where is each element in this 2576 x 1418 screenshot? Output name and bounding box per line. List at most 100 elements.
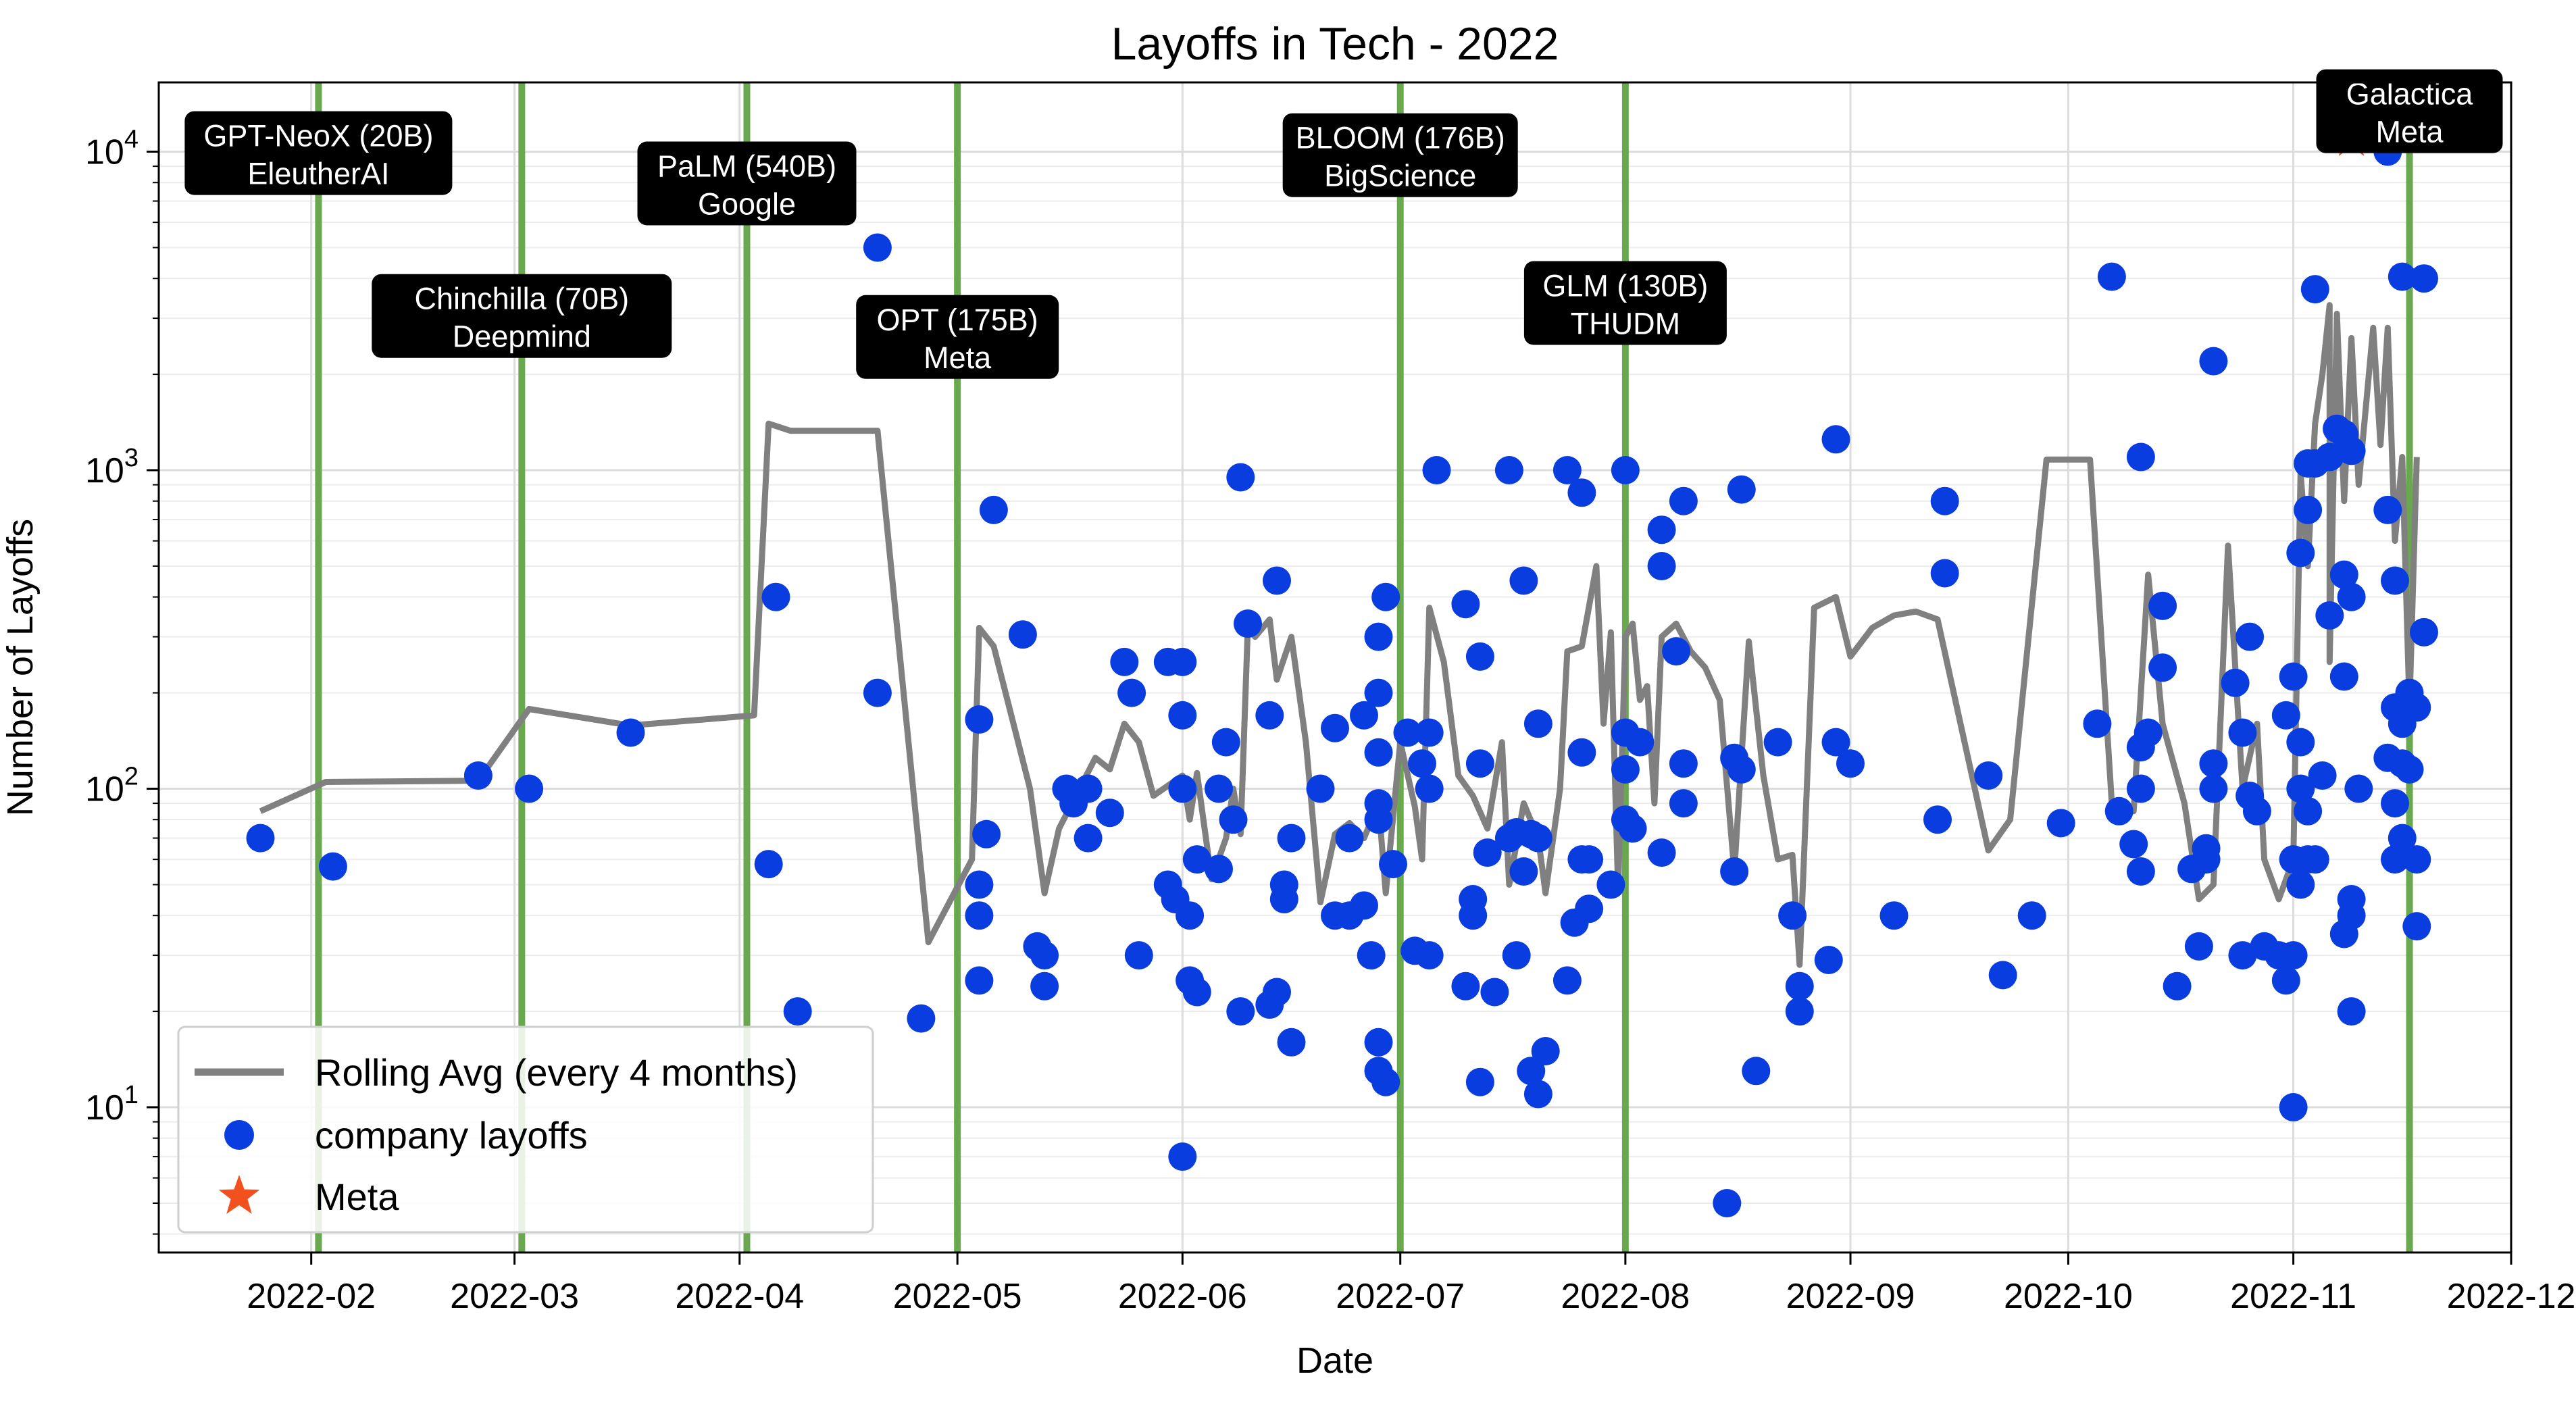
event-label: BLOOM (176B) BigScience [1282,113,1518,197]
event-label-model: OPT (175B) [877,303,1038,337]
company-layoff-point [1713,1189,1742,1217]
x-tick-label: 2022-04 [675,1277,804,1316]
company-layoff-point [2221,668,2250,697]
company-layoff-point [2017,901,2046,930]
legend-company-label: company layoffs [315,1114,588,1157]
event-label-org: EleutherAI [247,157,389,191]
rolling-avg-line [259,302,2420,968]
company-layoff-point [2126,442,2155,472]
company-layoff-point [1494,456,1523,484]
company-layoff-point [2395,755,2424,784]
company-layoff-point [2337,901,2366,930]
x-tick-label: 2022-02 [247,1277,376,1316]
company-layoff-point [907,1004,936,1033]
company-layoff-point [2279,941,2308,970]
event-label-box [2316,69,2503,153]
company-layoff-point [1720,857,1749,886]
legend: Rolling Avg (every 4 months) company lay… [177,1025,874,1234]
company-layoff-point [1879,901,1909,930]
company-layoff-point [1836,749,1865,778]
company-layoff-point [783,997,812,1026]
company-layoff-point [2381,845,2409,874]
company-layoff-point [246,824,275,853]
x-tick-label: 2022-05 [893,1277,1022,1316]
company-layoff-point [2119,830,2148,859]
company-layoff-point [2236,622,2265,651]
x-tick-label: 2022-07 [1336,1277,1465,1316]
company-layoff-point [1074,774,1103,803]
company-layoff-point [2271,701,2300,730]
company-layoff-point [1379,850,1407,879]
company-layoff-point [2199,749,2228,778]
event-label-org: Google [698,187,796,222]
company-layoff-point [2329,560,2358,589]
company-layoff-point [1662,637,1691,666]
company-layoff-point [965,901,994,930]
x-axis: 2022-02 2022-03 2022-04 2022-05 2022-06 2022-… [247,1252,2575,1316]
company-layoff-point [2402,912,2431,941]
company-layoff-point [1008,620,1037,649]
company-layoff-point [1509,566,1538,595]
company-layoff-point [2046,809,2075,838]
company-layoff-point [1168,647,1197,676]
company-layoff-point [1205,855,1233,884]
x-tick-label: 2022-09 [1786,1277,1915,1316]
company-layoff-point [1814,946,1843,974]
company-layoff-point [2402,693,2431,722]
company-layoff-point [2228,718,2257,747]
company-layoff-point [2286,870,2315,899]
x-tick-label: 2022-11 [2230,1277,2356,1316]
company-layoff-point [1669,789,1698,818]
company-layoff-point [515,774,544,803]
company-layoff-point [1124,941,1153,970]
company-layoff-point [1364,1028,1393,1057]
event-label-box [372,274,672,358]
company-layoff-point [1182,845,1211,874]
company-layoff-point [2337,436,2366,465]
company-layoff-point [2300,275,2329,304]
company-layoff-point [2148,653,2177,682]
company-layoff-point [1567,478,1596,507]
company-layoff-point [1821,728,1850,757]
company-layoff-point [863,233,892,262]
company-layoff-point [2192,845,2221,874]
company-layoff-point [1611,755,1640,784]
company-layoff-point [761,582,790,611]
company-layoff-point [1364,805,1393,834]
company-layoff-point [1074,824,1103,853]
company-layoff-point [754,850,783,879]
event-label-model: BLOOM (176B) [1296,121,1505,155]
company-layoff-point [2104,796,2133,826]
company-layoff-point [2133,718,2163,747]
y-tick-label: 101 [85,1081,138,1128]
company-layoff-point [1219,805,1248,834]
company-layoff-point [1465,749,1494,778]
company-layoff-point [2410,264,2438,293]
company-layoff-point [1364,738,1393,767]
company-layoff-point [1211,728,1240,757]
company-layoff-point [1234,609,1262,638]
company-layoff-point [1647,552,1676,580]
company-layoff-point [1596,870,1625,899]
company-layoff-point [1030,941,1059,970]
company-layoff-point [2381,566,2409,595]
company-layoff-point [1618,814,1647,843]
company-layoff-point [2242,796,2271,826]
company-layoff-point [1567,738,1596,767]
company-layoff-point [1611,456,1640,484]
chart-title: Layoffs in Tech - 2022 [1111,18,1559,70]
legend-meta-label: Meta [315,1175,399,1218]
event-label: Chinchilla (70B) Deepmind [372,274,672,358]
company-layoff-point [1168,701,1197,730]
company-layoff-point [2271,966,2300,995]
company-layoff-point [463,761,493,790]
company-layoff-point [1110,647,1139,676]
company-layoff-point [1509,857,1538,886]
event-label-box [637,141,857,226]
company-layoff-point [2388,824,2417,853]
x-axis-label: Date [1296,1340,1373,1381]
company-layoff-point [965,966,994,995]
company-layoff-point [1669,486,1698,515]
company-layoff-point [1335,824,1364,853]
